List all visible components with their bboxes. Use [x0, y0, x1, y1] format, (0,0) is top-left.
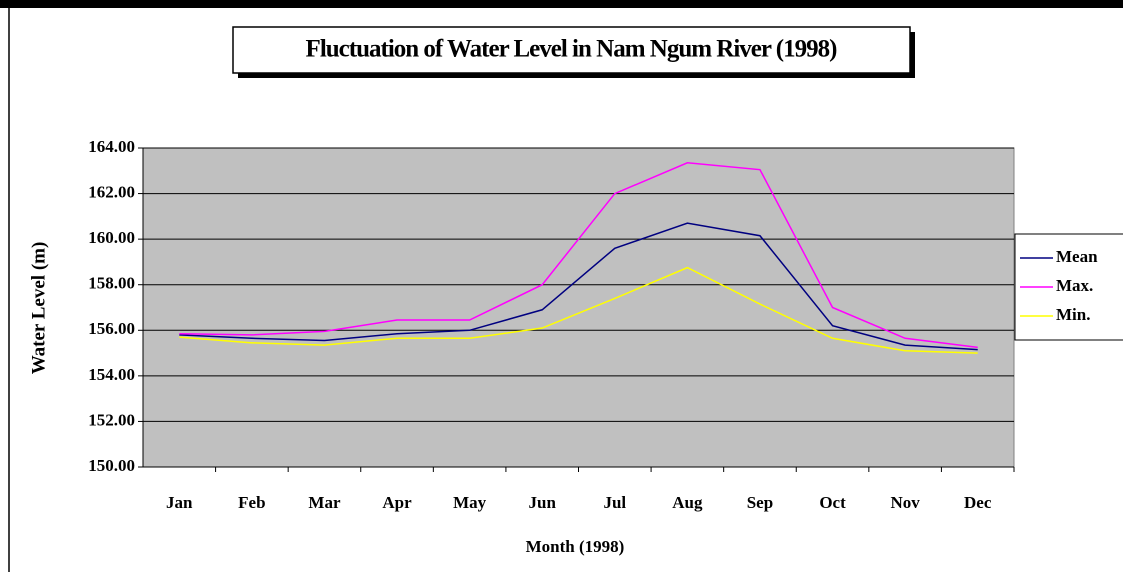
x-tick-label: Dec	[964, 493, 992, 512]
legend-label: Mean	[1056, 247, 1098, 266]
x-tick-label: Jun	[528, 493, 556, 512]
x-tick-label: May	[453, 493, 487, 512]
x-tick-label: Aug	[672, 493, 703, 512]
y-tick-label: 156.00	[88, 319, 135, 338]
x-tick-label: Feb	[238, 493, 265, 512]
series-line	[179, 162, 978, 349]
y-axis-label: Water Level (m)	[28, 242, 49, 375]
x-tick-label: Oct	[819, 493, 846, 512]
x-axis-label: Month (1998)	[526, 537, 625, 556]
y-tick-label: 160.00	[88, 228, 135, 247]
y-tick-label: 158.00	[88, 274, 135, 293]
x-tick-label: Nov	[890, 493, 920, 512]
x-tick-label: Apr	[382, 493, 412, 512]
legend-label: Min.	[1056, 305, 1090, 324]
y-tick-label: 152.00	[88, 410, 135, 429]
series-line	[179, 266, 978, 354]
legend-label: Max.	[1056, 276, 1093, 295]
series-line	[179, 222, 978, 351]
title-box	[232, 26, 911, 74]
x-tick-label: Sep	[747, 493, 773, 512]
y-tick-label: 150.00	[88, 456, 135, 475]
y-tick-label: 162.00	[88, 182, 135, 201]
top-bar	[0, 0, 1123, 8]
plot-area	[142, 147, 1015, 468]
y-tick-label: 164.00	[88, 137, 135, 156]
y-tick-label: 154.00	[88, 365, 135, 384]
x-tick-label: Mar	[308, 493, 341, 512]
x-tick-label: Jul	[603, 493, 626, 512]
chart-title: Fluctuation of Water Level in Nam Ngum R…	[306, 36, 838, 63]
x-tick-label: Jan	[166, 493, 193, 512]
